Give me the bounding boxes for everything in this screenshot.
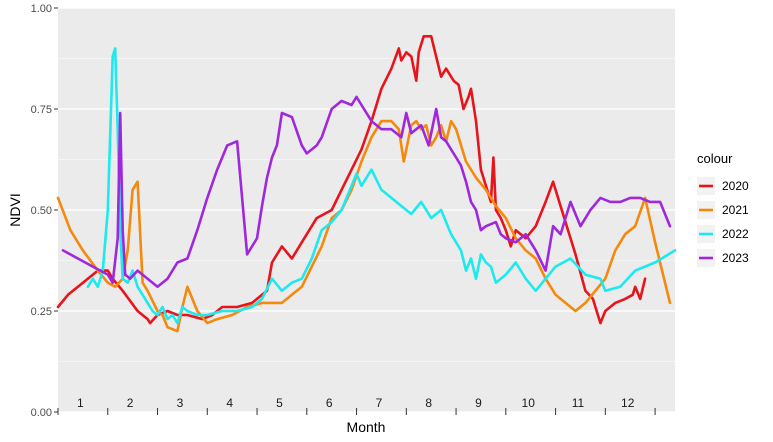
month-label: 4 (226, 396, 233, 410)
series-line-2023 (61, 95, 672, 289)
y-axis-title: NDVI (7, 193, 23, 226)
y-axis: 0.00 0.25 0.50 0.75 1.00 (31, 3, 58, 419)
month-label: 3 (177, 396, 184, 410)
month-label: 1 (77, 396, 84, 410)
month-label: 2 (127, 396, 134, 410)
series-line-2022 (86, 47, 677, 325)
y-tick-label: 0.50 (31, 205, 52, 217)
legend-label-2020: 2020 (722, 179, 749, 193)
month-label: 11 (572, 396, 585, 410)
y-tick-label: 0.75 (31, 104, 52, 116)
month-label: 5 (276, 396, 283, 410)
y-tick-label: 0.00 (31, 407, 52, 419)
legend: colour 2020 2021 2022 2023 (697, 151, 749, 267)
month-labels: 1 2 3 4 5 6 7 8 9 10 11 12 (77, 396, 635, 410)
month-label: 7 (376, 396, 383, 410)
month-label: 9 (475, 396, 482, 410)
month-label: 8 (425, 396, 432, 410)
series-lines (56, 35, 677, 333)
x-axis (57, 408, 656, 415)
grid-minor (58, 58, 675, 362)
legend-label-2023: 2023 (722, 251, 749, 265)
legend-label-2022: 2022 (722, 227, 749, 241)
legend-label-2021: 2021 (722, 203, 749, 217)
grid-major (58, 7, 675, 413)
y-tick-label: 1.00 (31, 3, 52, 15)
series-line-2021 (56, 119, 672, 333)
month-label: 10 (522, 396, 536, 410)
y-tick-label: 0.25 (31, 306, 52, 318)
x-axis-title: Month (347, 419, 386, 435)
month-label: 6 (326, 396, 333, 410)
month-label: 12 (621, 396, 635, 410)
legend-title: colour (697, 151, 733, 166)
